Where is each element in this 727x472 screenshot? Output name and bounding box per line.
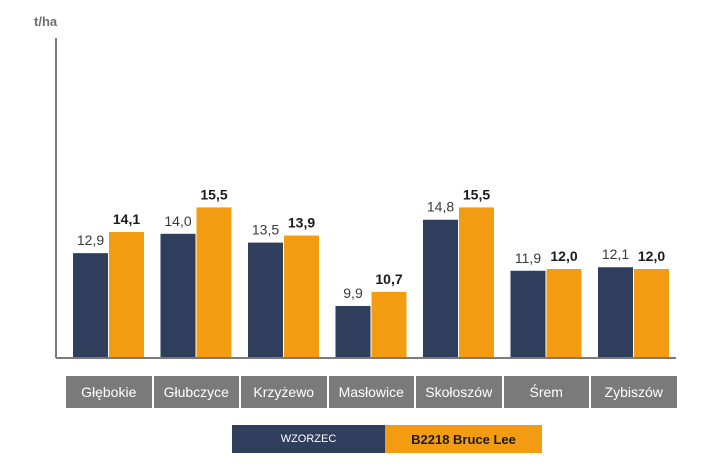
bar-wzorzec-1 (73, 253, 108, 357)
category-label-5: Skołoszów (416, 376, 502, 408)
bars-group: 12,9 14,1 14,0 15,5 13,5 13,9 9,9 10,7 14,8 15,5 1… (73, 186, 669, 357)
bar-wzorzec-3 (248, 242, 283, 357)
bar-b2218-6 (546, 269, 582, 357)
bar-b2218-3 (284, 235, 319, 357)
bar-wzorzec-7 (598, 267, 633, 357)
legend: WZORZEC B2218 Bruce Lee (232, 425, 542, 453)
data-label-wzorzec-1: 12,9 (77, 232, 104, 248)
bar-b2218-7 (634, 269, 669, 357)
category-label-6: Śrem (503, 376, 589, 408)
data-label-b2218-6: 12,0 (550, 248, 577, 264)
legend-item-b2218: B2218 Bruce Lee (385, 425, 542, 453)
bar-wzorzec-5 (423, 219, 458, 357)
bar-wzorzec-4 (335, 305, 371, 357)
category-label-4: Masłowice (328, 376, 414, 408)
data-label-wzorzec-4: 9,9 (343, 285, 363, 301)
legend-item-wzorzec: WZORZEC (232, 425, 385, 453)
data-label-b2218-5: 15,5 (463, 186, 490, 202)
bar-b2218-1 (109, 232, 144, 357)
data-label-b2218-2: 15,5 (200, 186, 227, 202)
category-label-2: Głubczyce (153, 376, 239, 408)
category-label-1: Głębokie (66, 376, 152, 408)
bar-b2218-2 (196, 207, 232, 357)
data-label-wzorzec-3: 13,5 (252, 222, 279, 238)
bar-wzorzec-2 (160, 233, 196, 357)
category-label-3: Krzyżewo (241, 376, 327, 408)
data-label-b2218-1: 14,1 (113, 211, 140, 227)
data-label-wzorzec-5: 14,8 (427, 199, 454, 215)
bar-b2218-5 (459, 207, 494, 357)
bar-b2218-4 (371, 291, 407, 357)
y-axis-label: t/ha (34, 14, 58, 29)
data-label-wzorzec-7: 12,1 (602, 246, 629, 262)
data-label-b2218-3: 13,9 (288, 215, 315, 231)
data-label-b2218-7: 12,0 (638, 248, 665, 264)
data-label-wzorzec-2: 14,0 (164, 213, 191, 229)
data-label-b2218-4: 10,7 (375, 271, 402, 287)
bar-wzorzec-6 (510, 270, 546, 357)
data-label-wzorzec-6: 11,9 (515, 250, 541, 266)
category-label-7: Zybiszów (591, 376, 677, 408)
